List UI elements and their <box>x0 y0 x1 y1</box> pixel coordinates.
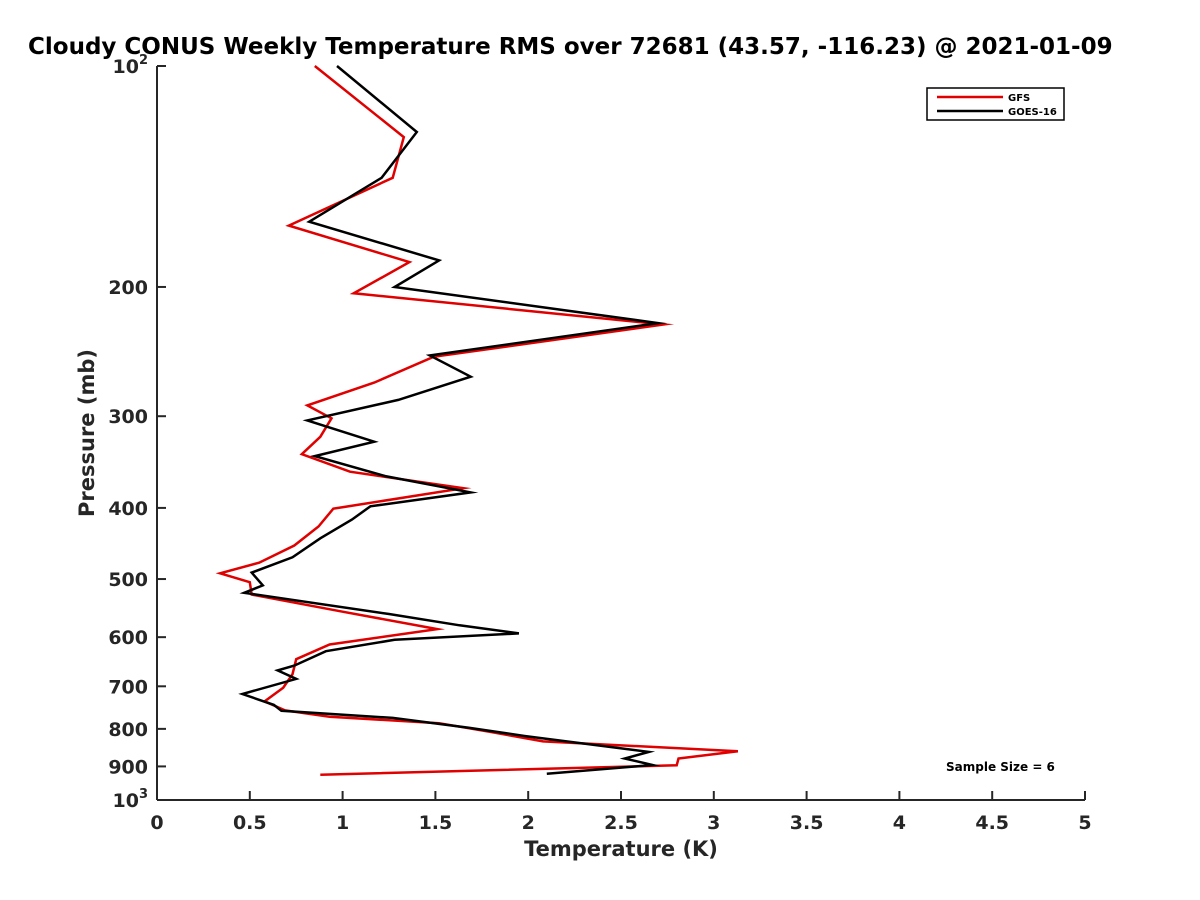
legend-label-gfs: GFS <box>1008 93 1030 104</box>
legend-box <box>926 87 1065 121</box>
chart-title: Cloudy CONUS Weekly Temperature RMS over… <box>28 34 1113 60</box>
y-tick-label: 200 <box>108 277 148 299</box>
y-tick-label: 300 <box>108 406 148 428</box>
y-tick-label: 600 <box>108 627 148 649</box>
x-tick-label: 0.5 <box>233 812 267 834</box>
x-tick-label: 2.5 <box>604 812 638 834</box>
x-tick-label: 2 <box>522 812 535 834</box>
y-axis-ticks: 102 200 300 400 500 600 700 800 900 103 <box>108 53 166 812</box>
y-tick-label: 102 <box>113 53 149 78</box>
y-axis-label: Pressure (mb) <box>75 349 99 517</box>
y-tick-label: 103 <box>113 787 149 812</box>
y-tick-label: 700 <box>108 676 148 698</box>
y-tick-label: 400 <box>108 498 148 520</box>
x-tick-label: 1 <box>336 812 349 834</box>
x-tick-label: 0 <box>150 812 163 834</box>
x-tick-label: 4 <box>893 812 906 834</box>
x-tick-label: 5 <box>1078 812 1091 834</box>
y-tick-label: 500 <box>108 569 148 591</box>
series-line-goes-16 <box>238 65 668 776</box>
x-tick-label: 3 <box>707 812 720 834</box>
legend: GFS GOES-16 <box>926 87 1065 121</box>
x-axis-ticks: 0 0.5 1 1.5 2 2.5 3 3.5 4 4.5 5 <box>150 791 1092 834</box>
series-layer <box>215 65 739 777</box>
legend-label-goes: GOES-16 <box>1008 107 1057 118</box>
y-tick-label: 800 <box>108 719 148 741</box>
x-tick-label: 4.5 <box>975 812 1009 834</box>
sample-size-annotation: Sample Size = 6 <box>946 760 1055 774</box>
x-tick-label: 3.5 <box>790 812 824 834</box>
y-tick-label: 900 <box>108 756 148 778</box>
series-line-gfs <box>215 65 739 777</box>
x-axis-label: Temperature (K) <box>524 837 718 861</box>
x-tick-label: 1.5 <box>419 812 453 834</box>
